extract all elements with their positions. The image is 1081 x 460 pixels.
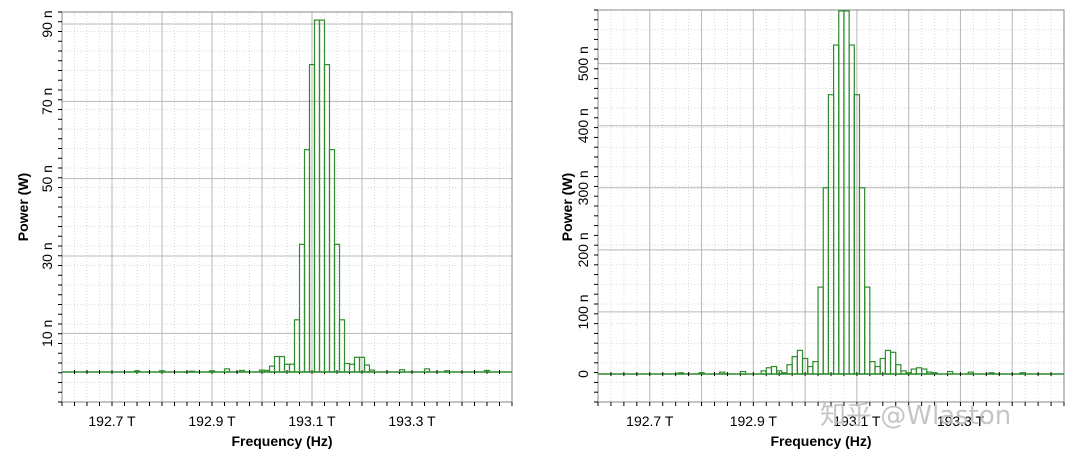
noise-bar (698, 372, 705, 375)
spectrum-bar (895, 364, 902, 375)
noise-bar (238, 369, 246, 373)
y-tick-label: 50 n (39, 165, 55, 192)
power-spectrum-chart-left: 192.7 T 192.9 T 193.1 T 193.3 T 10 n 30 n 50 n… (15, 10, 513, 449)
y-tick-label: 200 n (575, 232, 591, 267)
y-tick-label: 0 (575, 370, 591, 378)
spectrum-bar (363, 364, 371, 373)
noise-bar (719, 371, 726, 375)
noise-bar (423, 368, 431, 373)
x-tick-label: 192.9 T (730, 413, 778, 429)
x-tick-label: 192.7 T (88, 413, 136, 429)
spectrum-bar (333, 243, 341, 373)
y-tick-label: 90 n (39, 10, 55, 37)
spectrum-bar (223, 368, 231, 373)
spectrum-bar (921, 368, 928, 375)
y-tick-label: 500 n (575, 46, 591, 81)
noise-bar (208, 370, 216, 373)
noise-bar (1019, 372, 1026, 375)
y-tick-label: 10 n (39, 320, 55, 347)
spectrum-bar (931, 372, 938, 375)
watermark: 知乎 @Wlaston (820, 401, 1011, 431)
noise-bar (483, 369, 491, 373)
x-axis-label: Frequency (Hz) (231, 433, 332, 449)
y-tick-label: 30 n (39, 242, 55, 269)
x-tick-label: 193.1 T (833, 413, 881, 429)
noise-bar (443, 370, 451, 373)
x-tick-label: 192.9 T (188, 413, 236, 429)
y-axis-label: Power (W) (15, 173, 31, 241)
noise-bar (133, 370, 141, 373)
spectrum-bar (368, 369, 376, 373)
noise-bar (946, 370, 954, 375)
x-tick-label: 193.3 T (937, 413, 985, 429)
power-spectrum-chart-right: 192.7 T 192.9 T 193.1 T 193.3 T 0 100 n 200 n 3… (559, 9, 1065, 449)
x-tick-label: 192.7 T (626, 413, 674, 429)
noise-bar (988, 372, 995, 375)
y-tick-label: 70 n (39, 88, 55, 115)
x-tick-label: 193.1 T (288, 413, 336, 429)
y-tick-label: 300 n (575, 170, 591, 205)
noise-bar (158, 370, 166, 373)
spectrum-bar (864, 286, 871, 375)
noise-bar (967, 371, 974, 375)
y-tick-label: 100 n (575, 294, 591, 329)
spectrum-bar (889, 351, 897, 375)
spectrum-bar (858, 187, 866, 375)
noise-bar (677, 372, 685, 375)
y-tick-label: 400 n (575, 108, 591, 143)
x-tick-label: 193.3 T (388, 413, 436, 429)
spectrum-bar (338, 319, 346, 373)
noise-bar (739, 370, 747, 375)
y-axis-label: Power (W) (559, 173, 575, 241)
spectrum-bar (770, 365, 778, 375)
x-axis-label: Frequency (Hz) (770, 433, 871, 449)
noise-bar (188, 370, 196, 373)
noise-bar (398, 369, 406, 373)
